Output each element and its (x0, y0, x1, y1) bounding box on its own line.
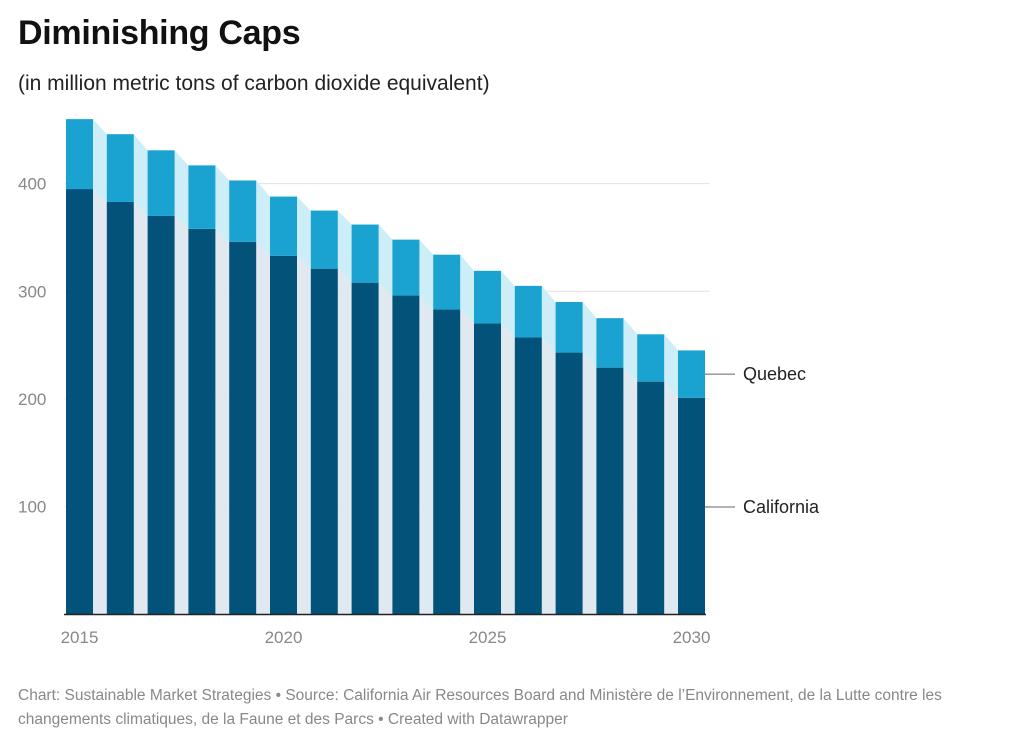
california-connector-band (501, 323, 515, 614)
quebec-connector-band (337, 210, 352, 283)
quebec-connector-band (93, 119, 107, 202)
california-bar (596, 367, 624, 614)
california-connector-band (378, 282, 393, 614)
y-tick-label: 300 (18, 282, 46, 301)
quebec-bar (229, 180, 257, 242)
california-bar (106, 201, 134, 614)
quebec-bar (555, 302, 583, 353)
x-tick-label: 2020 (265, 628, 303, 647)
series-label-quebec: Quebec (743, 364, 806, 384)
x-tick-label: 2030 (673, 628, 711, 647)
quebec-connector-band (501, 270, 515, 338)
california-connector-band (297, 255, 311, 614)
quebec-connector-band (541, 285, 556, 353)
quebec-bar (678, 350, 705, 398)
california-bar (351, 282, 379, 614)
y-tick-label: 100 (18, 497, 46, 516)
quebec-bar (66, 119, 93, 190)
footer-separator: • (275, 687, 286, 704)
quebec-bar (147, 150, 175, 216)
quebec-bar (392, 239, 420, 296)
quebec-connector-band (582, 302, 597, 368)
x-tick-label: 2025 (469, 628, 507, 647)
california-bar (555, 352, 583, 614)
california-bar (474, 323, 501, 614)
california-connector-band (623, 367, 638, 614)
quebec-connector-band (215, 165, 230, 242)
california-connector-band (541, 337, 556, 614)
x-tick-label: 2015 (61, 628, 99, 647)
quebec-bar (106, 134, 134, 202)
quebec-bar (188, 165, 216, 229)
quebec-connector-band (460, 254, 474, 324)
stacked-bar-chart: 100 200 300 400 2015 2020 2025 2030 Quebec Califo… (18, 119, 820, 647)
quebec-connector-band (419, 239, 434, 310)
california-bar (188, 228, 216, 615)
footer-separator: • (378, 711, 388, 728)
chart-footer: Chart: Sustainable Market Strategies • S… (18, 684, 1008, 732)
california-bar (392, 295, 420, 614)
quebec-connector-band (133, 134, 148, 216)
california-connector-band (133, 201, 148, 614)
california-connector-band (460, 309, 474, 614)
source-note: Source: California Air Resources Board a… (18, 687, 942, 728)
quebec-bar (474, 270, 501, 324)
quebec-bar (637, 334, 665, 382)
california-bar (637, 381, 665, 614)
california-bar (270, 255, 297, 614)
y-tick-label: 200 (18, 390, 46, 409)
quebec-bar (433, 254, 461, 310)
california-connector-band (256, 241, 270, 614)
california-bar (66, 189, 93, 614)
y-tick-label: 400 (18, 175, 46, 194)
california-connector-band (664, 381, 678, 614)
quebec-connector-band (256, 180, 270, 256)
quebec-bar (351, 224, 379, 283)
california-bar (229, 241, 257, 614)
california-bar (147, 215, 175, 615)
quebec-bar (596, 318, 624, 368)
series-label-california: California (743, 497, 820, 517)
california-bar (514, 337, 542, 614)
chart-subtitle: (in million metric tons of carbon dioxid… (18, 72, 490, 95)
quebec-connector-band (378, 224, 393, 296)
california-bar (433, 309, 461, 614)
chart-title: Diminishing Caps (18, 14, 301, 52)
california-connector-band (215, 228, 230, 615)
california-connector-band (93, 189, 107, 614)
quebec-connector-band (174, 150, 189, 229)
california-connector-band (419, 295, 434, 614)
created-with: Created with Datawrapper (387, 711, 568, 728)
quebec-bar (514, 285, 542, 338)
quebec-bar (270, 196, 297, 256)
quebec-connector-band (664, 334, 678, 398)
quebec-connector-band (297, 196, 311, 269)
california-connector-band (337, 268, 352, 614)
california-connector-band (582, 352, 597, 614)
california-connector-band (174, 215, 189, 615)
chart-credit: Chart: Sustainable Market Strategies (18, 687, 272, 704)
quebec-bar (310, 210, 338, 269)
quebec-connector-band (623, 318, 638, 382)
california-bar (310, 268, 338, 614)
california-bar (678, 397, 705, 614)
